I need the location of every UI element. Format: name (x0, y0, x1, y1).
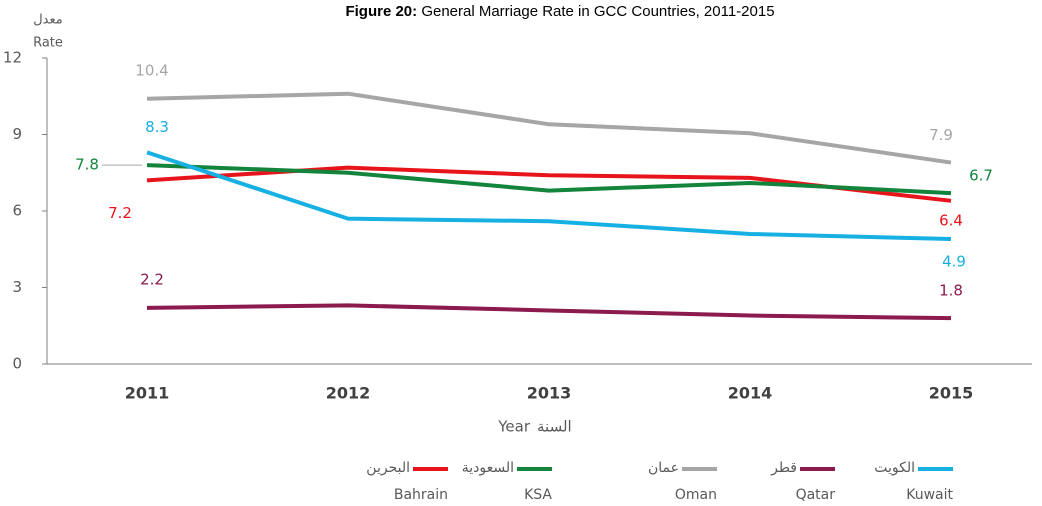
legend-label: KSA (524, 487, 552, 503)
data-label: 8.3 (145, 118, 169, 136)
y-axis-label: Rate (33, 36, 63, 51)
legend-label: Bahrain (394, 487, 448, 503)
legend-label-ar: السعودية (462, 460, 514, 476)
data-label: 4.9 (942, 253, 966, 271)
x-tick-label: 2012 (326, 384, 371, 403)
data-label: 1.8 (939, 282, 963, 300)
y-tick-label: 3 (12, 278, 22, 296)
data-label: 2.2 (140, 270, 164, 288)
y-tick-label: 6 (12, 202, 22, 220)
legend-label: Qatar (796, 487, 836, 503)
series-line (146, 91, 952, 165)
chart-title: Figure 20: General Marriage Rate in GCC … (345, 3, 774, 20)
series-line (146, 165, 952, 203)
legend-label: Kuwait (906, 487, 953, 503)
legend-label-ar: الكويت (874, 460, 915, 476)
y-tick-label: 9 (12, 125, 22, 143)
data-label: 6.4 (939, 211, 963, 229)
data-label: 6.7 (969, 167, 993, 185)
x-tick-label: 2014 (728, 384, 773, 403)
x-axis-label-ar: السنة (537, 418, 572, 436)
legend-label-ar: عمان (648, 460, 679, 476)
x-tick-label: 2011 (125, 384, 170, 403)
x-tick-label: 2013 (527, 384, 572, 403)
data-label: 7.9 (929, 126, 953, 144)
legend-label: Oman (675, 487, 717, 503)
y-axis-label-ar: معدل (33, 13, 63, 28)
data-label: 10.4 (135, 61, 168, 79)
legend-label-ar: البحرين (366, 460, 410, 476)
data-label: 7.8 (75, 156, 99, 174)
title-text: General Marriage Rate in GCC Countries, … (421, 3, 774, 20)
x-tick-label: 2015 (929, 384, 974, 403)
series-line (146, 150, 952, 242)
series-line (146, 163, 952, 196)
title-label: Figure 20: (345, 3, 417, 20)
series-line (146, 303, 952, 321)
data-label: 7.2 (108, 204, 132, 222)
x-axis-label: Year (497, 418, 531, 436)
y-tick-label: 12 (3, 49, 22, 67)
y-tick-label: 0 (12, 355, 22, 373)
legend-label-ar: قطر (770, 460, 797, 476)
